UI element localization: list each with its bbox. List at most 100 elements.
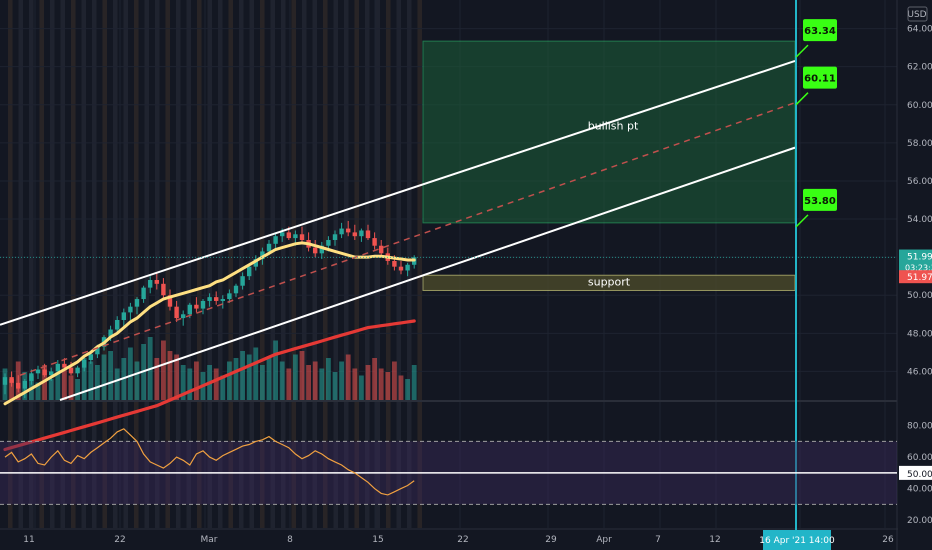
session-stripe	[239, 0, 244, 528]
zones-layer	[422, 40, 796, 291]
rsi-line	[4, 428, 415, 496]
time-tick: 7	[655, 535, 661, 545]
axes-layer: USD 64.00 62.00 60.00 58.00 56.00 54.00 50.00 48…	[23, 0, 932, 550]
session-stripe	[207, 0, 212, 528]
volume-bar	[213, 368, 219, 400]
volume-bar	[359, 375, 364, 400]
price-tick: 48.00	[907, 329, 932, 339]
candle-body	[379, 245, 384, 254]
candle-body	[372, 238, 377, 246]
time-tick: 12	[709, 535, 720, 545]
rsi-level-text: 50.00	[907, 470, 932, 480]
mid-target-label: 60.11	[795, 66, 837, 106]
candle-body	[62, 363, 67, 368]
prev-price-text: 51.97	[907, 273, 932, 283]
current-price-badge	[899, 249, 932, 274]
session-stripe	[165, 0, 170, 528]
candle-body	[194, 304, 199, 309]
time-tick: 8	[287, 535, 293, 545]
candle-body	[148, 280, 153, 288]
volume-bar	[299, 351, 305, 400]
volume-bar	[88, 361, 94, 400]
session-stripe	[365, 0, 370, 528]
current-price-text: 51.99	[907, 253, 932, 263]
candle-body	[266, 243, 272, 252]
candle-body	[286, 232, 291, 239]
volume-bar	[332, 372, 338, 400]
volume-bar	[180, 365, 186, 400]
candle-body	[134, 299, 140, 307]
upper-target-label-text: 63.34	[804, 26, 836, 37]
ema-slow-line	[3, 319, 416, 452]
candle-body	[181, 314, 186, 319]
volume-bar	[68, 375, 74, 400]
support-text: support	[588, 275, 631, 288]
cursor-time-text: 16 Apr '21 14:00	[759, 536, 835, 546]
session-stripe	[312, 0, 317, 528]
candle-body	[9, 377, 14, 383]
session-stripe	[186, 0, 191, 528]
candle-body	[352, 232, 357, 237]
candle-body	[214, 297, 219, 301]
candle-body	[247, 266, 252, 277]
candle-body	[2, 377, 8, 385]
candle-body	[88, 354, 93, 360]
mid-target-label-text: 60.11	[804, 74, 836, 85]
candle-body	[299, 234, 305, 240]
prev-price-badge	[899, 270, 932, 284]
volume-bar	[194, 361, 199, 400]
volume-bar	[339, 361, 344, 400]
upper-target-label: 63.34	[795, 19, 837, 58]
labels-layer: 63.34 60.11 53.80 bullish pt support	[588, 19, 837, 288]
time-tick: 22	[457, 535, 468, 545]
candle-body	[207, 297, 212, 301]
session-stripe	[113, 0, 118, 528]
countdown-text: 03:23:3	[905, 264, 932, 273]
volume-bar	[75, 379, 80, 400]
candle-body	[108, 329, 113, 338]
candle-body	[68, 367, 74, 374]
price-tick: 58.00	[907, 139, 932, 149]
session-stripe	[155, 0, 160, 528]
rsi-panel	[0, 428, 897, 505]
volume-bar	[187, 368, 193, 400]
candle-body	[75, 367, 80, 374]
volume-bar	[385, 372, 391, 400]
candle-body	[29, 373, 34, 381]
volume-bar	[128, 347, 133, 400]
candle-body	[253, 259, 258, 267]
candle-body	[313, 247, 318, 254]
lower-target-label-box	[803, 188, 837, 211]
currency-box	[907, 6, 928, 22]
channel-lower-line	[59, 146, 796, 401]
volume-bar	[167, 351, 173, 400]
session-stripe	[407, 0, 412, 528]
session-stripe	[50, 0, 55, 528]
moving-averages	[3, 241, 416, 452]
volume-bar	[293, 354, 298, 400]
candle-body	[346, 228, 351, 233]
volume-bar	[9, 379, 14, 400]
volume-bar	[365, 365, 371, 400]
candle-body	[115, 320, 120, 330]
price-tick: 64.00	[907, 25, 932, 35]
session-stripe	[218, 0, 223, 528]
time-tick: 29	[545, 535, 557, 545]
trend-lines	[0, 0, 897, 550]
candle-body	[154, 280, 159, 284]
volume-bar	[114, 368, 120, 400]
volume-bar	[108, 351, 113, 400]
volume-bar	[392, 361, 397, 400]
session-stripe	[39, 0, 44, 528]
candle-body	[326, 240, 331, 246]
rsi-tick: 20.00	[907, 516, 932, 526]
candle-body	[365, 230, 371, 239]
volume-bar	[95, 365, 100, 400]
rsi-tick: 60.00	[907, 453, 932, 463]
session-stripe	[302, 0, 307, 528]
time-tick: 26	[882, 535, 894, 545]
candle-body	[405, 264, 410, 271]
candle-body	[167, 295, 173, 307]
